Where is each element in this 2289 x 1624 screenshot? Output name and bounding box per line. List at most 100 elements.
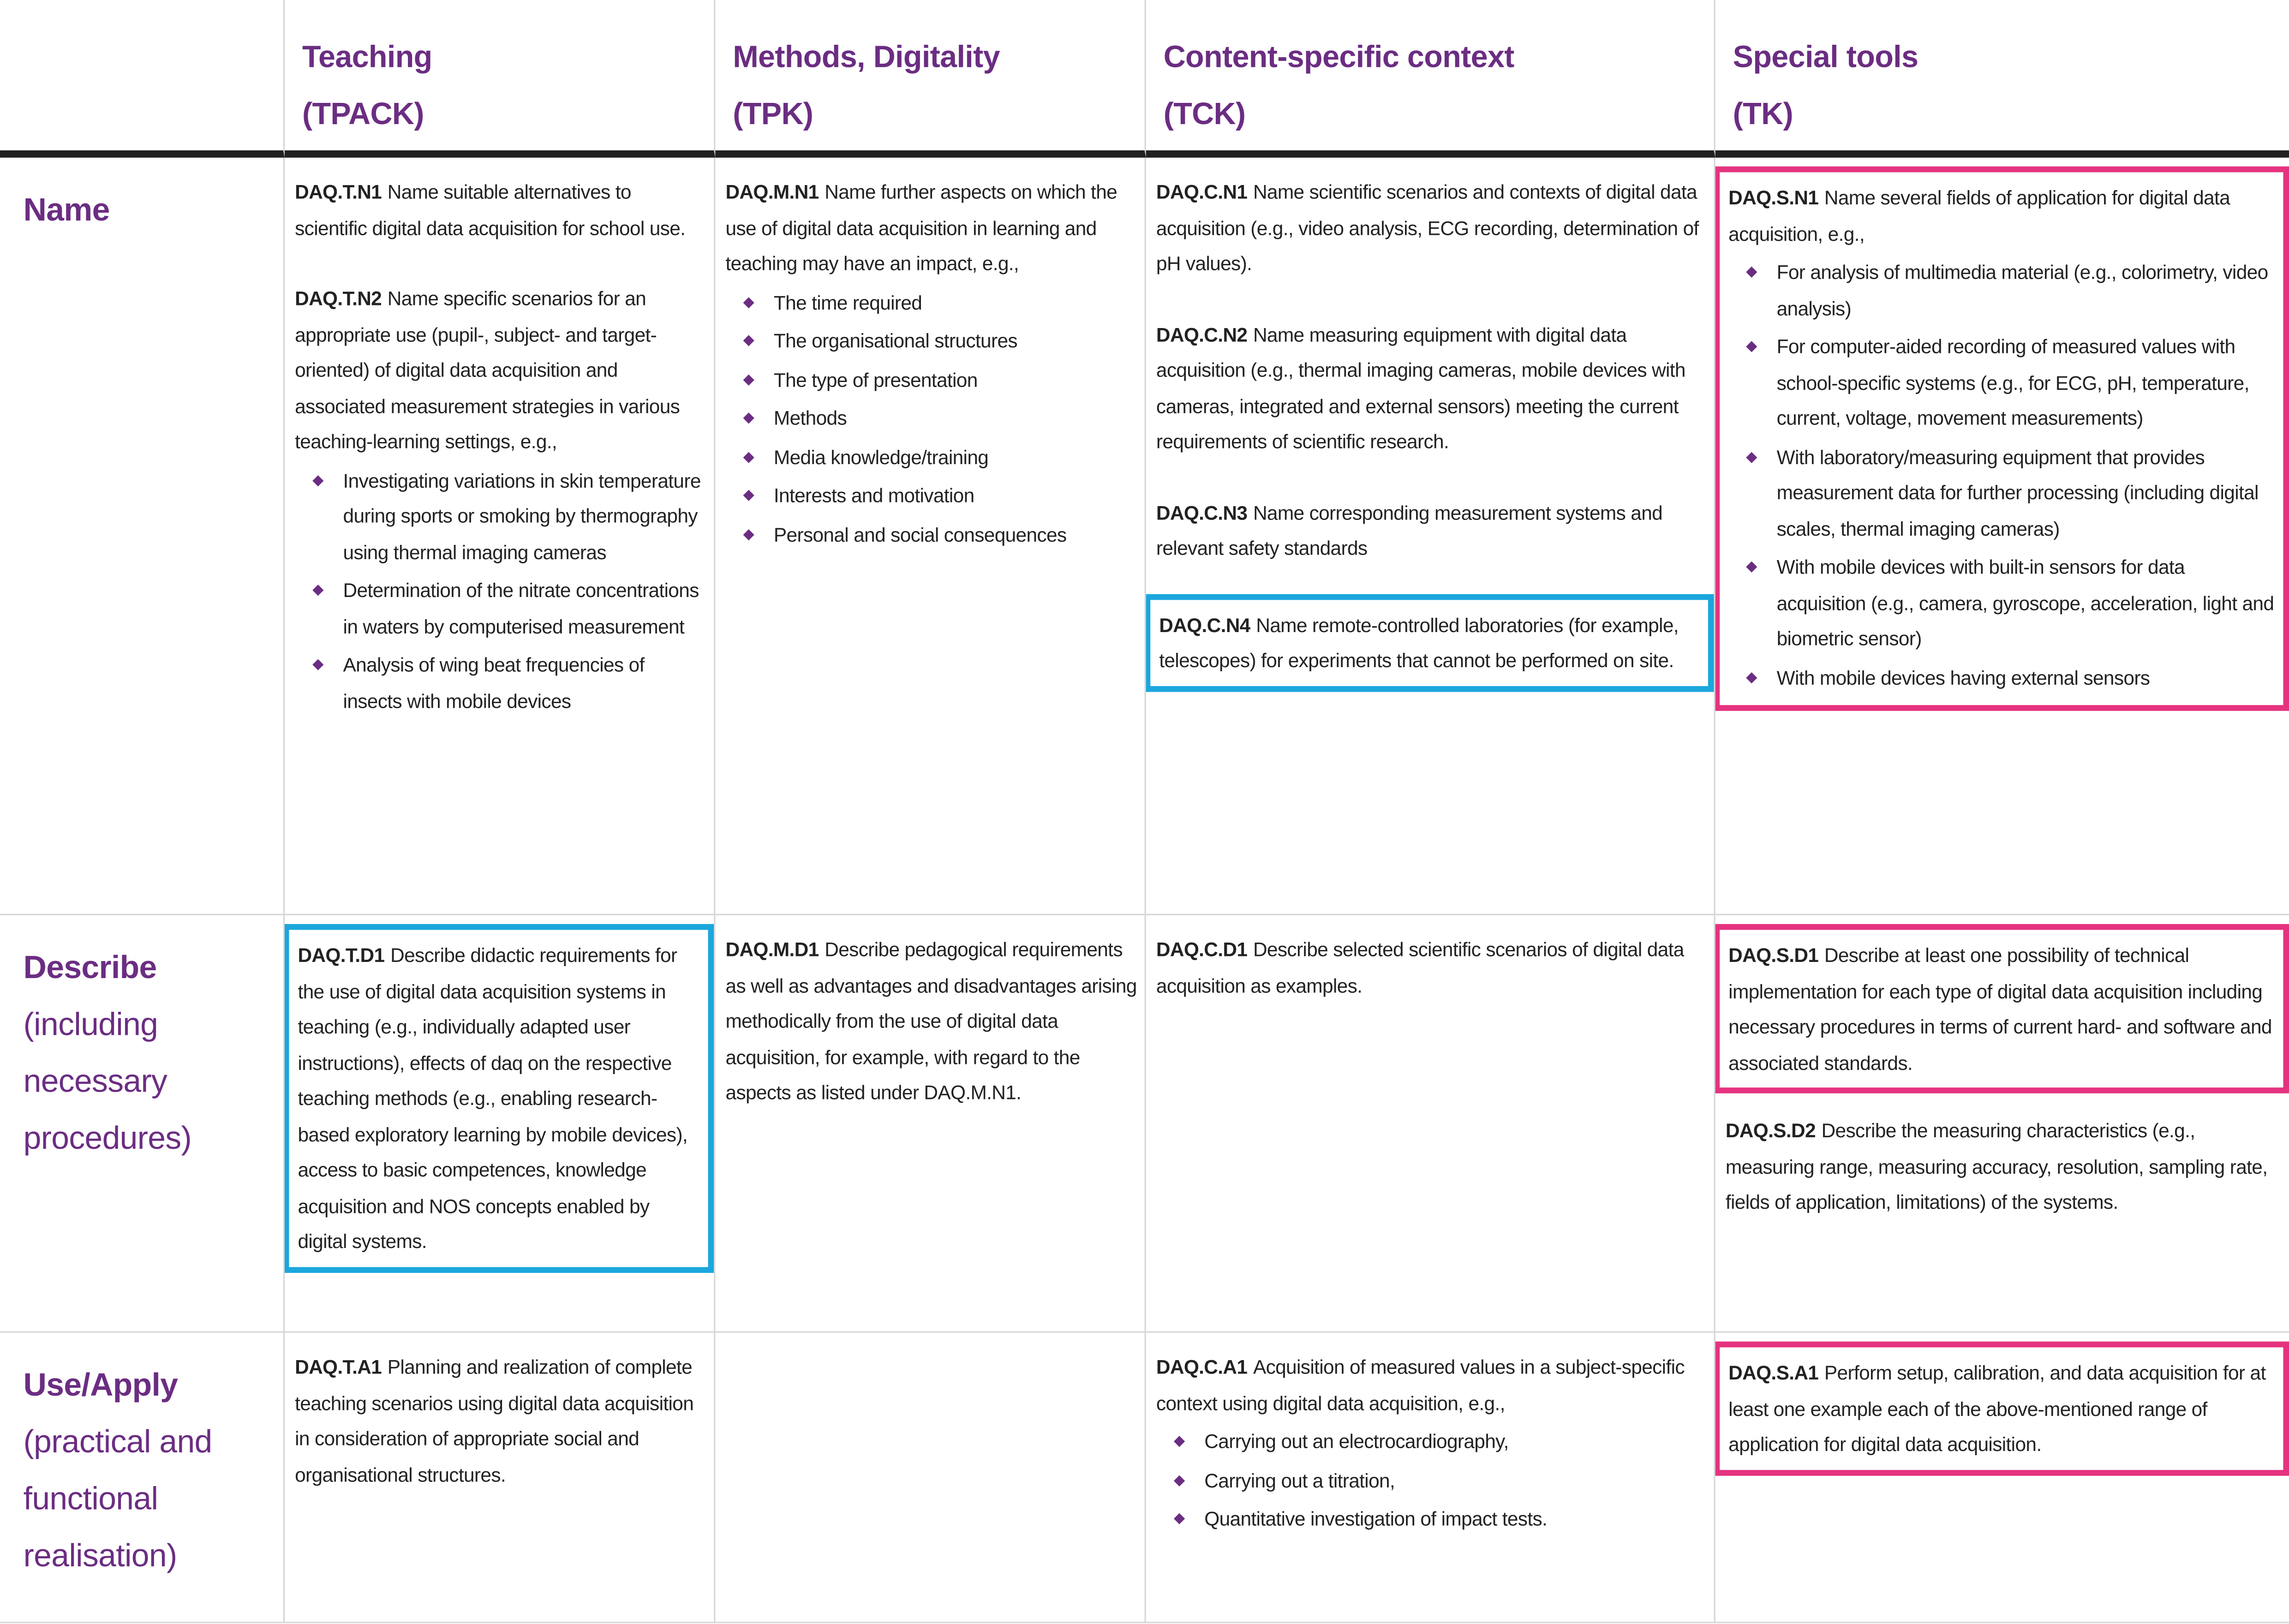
competence-text: DAQ.C.D1 Describe selected scientific sce… — [1156, 933, 1708, 1004]
competence-text: DAQ.M.N1 Name further aspects on which th… — [726, 175, 1139, 283]
competence-id: DAQ.S.D1 — [1728, 944, 1819, 967]
bullet-item: Quantitative investigation of impact tes… — [1156, 1502, 1708, 1538]
competence-id: DAQ.T.N1 — [295, 181, 382, 203]
competence-id: DAQ.C.N4 — [1159, 614, 1250, 636]
bullet-item: Media knowledge/training — [726, 440, 1139, 476]
competence-block: DAQ.T.A1 Planning and realization of comp… — [295, 1350, 708, 1493]
competence-id: DAQ.C.D1 — [1156, 938, 1248, 961]
column-title: Special tools — [1733, 41, 1918, 75]
competence-block: DAQ.S.A1 Perform setup, calibration, and … — [1715, 1341, 2289, 1475]
bullet-item: Carrying out a titration, — [1156, 1463, 1708, 1499]
competence-block: DAQ.T.D1 Describe didactic requirements f… — [284, 924, 714, 1272]
bullet-item: The time required — [726, 286, 1139, 322]
column-code: (TCK) — [1163, 97, 1246, 131]
corner-cell — [0, 0, 285, 158]
competence-description: Name several fields of application for d… — [1728, 186, 2230, 245]
bullet-item: The organisational structures — [726, 324, 1139, 360]
bullet-item: For analysis of multimedia material (e.g… — [1728, 256, 2277, 327]
table-cell: DAQ.T.N1 Name suitable alternatives to sc… — [284, 157, 716, 915]
competence-description: Name further aspects on which the use of… — [725, 181, 1118, 275]
table-cell: DAQ.M.N1 Name further aspects on which th… — [715, 157, 1146, 915]
bullet-item: With laboratory/measuring equipment that… — [1728, 440, 2277, 548]
competence-block: DAQ.T.N1 Name suitable alternatives to sc… — [295, 175, 708, 247]
bullet-item: For computer-aided recording of measured… — [1728, 330, 2277, 437]
competence-id: DAQ.C.N1 — [1156, 181, 1248, 203]
competence-block: DAQ.S.D2 Describe the measuring character… — [1726, 1114, 2283, 1221]
competence-text: DAQ.S.D2 Describe the measuring character… — [1726, 1114, 2283, 1221]
competence-text: DAQ.C.N3 Name corresponding measurement s… — [1156, 496, 1708, 567]
competence-block: DAQ.M.D1 Describe pedagogical requirement… — [726, 933, 1139, 1112]
bullet-item: Methods — [726, 401, 1139, 437]
competence-block: DAQ.C.N4 Name remote-controlled laborator… — [1146, 593, 1714, 692]
row-header: Describe (including necessary procedures) — [0, 915, 285, 1333]
competence-id: DAQ.C.A1 — [1156, 1356, 1248, 1378]
competence-description: Describe at least one possibility of tec… — [1728, 944, 2272, 1074]
table-cell: DAQ.T.A1 Planning and realization of comp… — [284, 1332, 716, 1624]
competence-id: DAQ.C.N3 — [1156, 501, 1248, 524]
competence-id: DAQ.M.N1 — [725, 181, 819, 203]
bullet-item: The type of presentation — [726, 363, 1139, 399]
bullet-item: Personal and social consequences — [726, 518, 1139, 554]
row-header: Name — [0, 157, 285, 915]
competence-description: Name corresponding measurement systems a… — [1156, 501, 1663, 559]
column-header: Special tools (TK) — [1715, 0, 2289, 158]
table-cell: DAQ.T.D1 Describe didactic requirements f… — [284, 915, 716, 1333]
competence-description: Describe didactic requirements for the u… — [298, 944, 688, 1253]
competence-text: DAQ.S.A1 Perform setup, calibration, and … — [1728, 1356, 2277, 1463]
competence-block: DAQ.C.A1 Acquisition of measured values i… — [1156, 1350, 1708, 1538]
competence-text: DAQ.S.N1 Name several fields of applicati… — [1728, 181, 2277, 252]
table-cell: DAQ.C.A1 Acquisition of measured values i… — [1146, 1332, 1715, 1624]
bullet-item: With mobile devices having external sens… — [1728, 661, 2277, 697]
bullet-item: Determination of the nitrate concentrati… — [295, 573, 708, 645]
competence-block: DAQ.M.N1 Name further aspects on which th… — [726, 175, 1139, 553]
competence-description: Name remote-controlled laboratories (for… — [1159, 614, 1679, 672]
competence-text: DAQ.T.D1 Describe didactic requirements f… — [298, 938, 702, 1260]
competence-text: DAQ.T.N2 Name specific scenarios for an a… — [295, 282, 708, 461]
competence-text: DAQ.C.N4 Name remote-controlled laborator… — [1159, 608, 1702, 680]
competence-description: Planning and realization of complete tea… — [295, 1356, 694, 1486]
competence-text: DAQ.C.N1 Name scientific scenarios and co… — [1156, 175, 1708, 283]
competence-text: DAQ.M.D1 Describe pedagogical requirement… — [726, 933, 1139, 1112]
table-cell — [715, 1332, 1146, 1624]
competence-id: DAQ.S.A1 — [1728, 1362, 1819, 1384]
bullet-item: Investigating variations in skin tempera… — [295, 464, 708, 571]
column-title: Methods, Digitality — [733, 41, 1000, 75]
bullet-list: For analysis of multimedia material (e.g… — [1728, 256, 2277, 697]
competence-id: DAQ.S.D2 — [1725, 1119, 1816, 1142]
row-title: Describe — [23, 949, 157, 985]
competence-description: Name specific scenarios for an appropria… — [295, 287, 680, 453]
bullet-list: Carrying out an electrocardiography,Carr… — [1156, 1425, 1708, 1538]
bullet-item: Carrying out an electrocardiography, — [1156, 1425, 1708, 1461]
competence-id: DAQ.S.N1 — [1728, 186, 1819, 209]
table-cell: DAQ.M.D1 Describe pedagogical requirement… — [715, 915, 1146, 1333]
competence-block: DAQ.S.D1 Describe at least one possibilit… — [1715, 924, 2289, 1093]
competence-id: DAQ.T.D1 — [298, 944, 385, 967]
row-header: Use/Apply (practical and functional reali… — [0, 1332, 285, 1624]
competence-description: Name measuring equipment with digital da… — [1156, 323, 1686, 453]
competence-block: DAQ.C.N3 Name corresponding measurement s… — [1156, 496, 1708, 567]
competence-block: DAQ.S.N1 Name several fields of applicati… — [1715, 166, 2289, 711]
bullet-list: Investigating variations in skin tempera… — [295, 464, 708, 720]
competence-block: DAQ.C.N2 Name measuring equipment with di… — [1156, 317, 1708, 460]
competence-id: DAQ.M.D1 — [725, 938, 819, 961]
competence-id: DAQ.C.N2 — [1156, 323, 1248, 346]
competence-text: DAQ.C.N2 Name measuring equipment with di… — [1156, 317, 1708, 460]
bullet-list: The time requiredThe organisational stru… — [726, 286, 1139, 554]
table-cell: DAQ.S.A1 Perform setup, calibration, and … — [1715, 1333, 2289, 1624]
competence-block: DAQ.C.N1 Name scientific scenarios and co… — [1156, 175, 1708, 283]
competence-text: DAQ.T.A1 Planning and realization of comp… — [295, 1350, 708, 1493]
competence-description: Describe selected scientific scenarios o… — [1156, 938, 1684, 997]
competence-text: DAQ.S.D1 Describe at least one possibilit… — [1728, 938, 2277, 1081]
row-title: Name — [23, 191, 110, 228]
column-title: Teaching — [302, 41, 432, 75]
table-cell: DAQ.S.D1 Describe at least one possibilit… — [1715, 915, 2289, 1333]
competence-description: Acquisition of measured values in a subj… — [1156, 1356, 1685, 1414]
table-cell: DAQ.S.N1 Name several fields of applicati… — [1715, 158, 2289, 915]
column-code: (TPACK) — [302, 97, 424, 131]
column-title: Content-specific context — [1163, 41, 1515, 75]
competence-text: DAQ.C.A1 Acquisition of measured values i… — [1156, 1350, 1708, 1422]
column-code: (TPK) — [733, 97, 813, 131]
bullet-item: Interests and motivation — [726, 479, 1139, 515]
